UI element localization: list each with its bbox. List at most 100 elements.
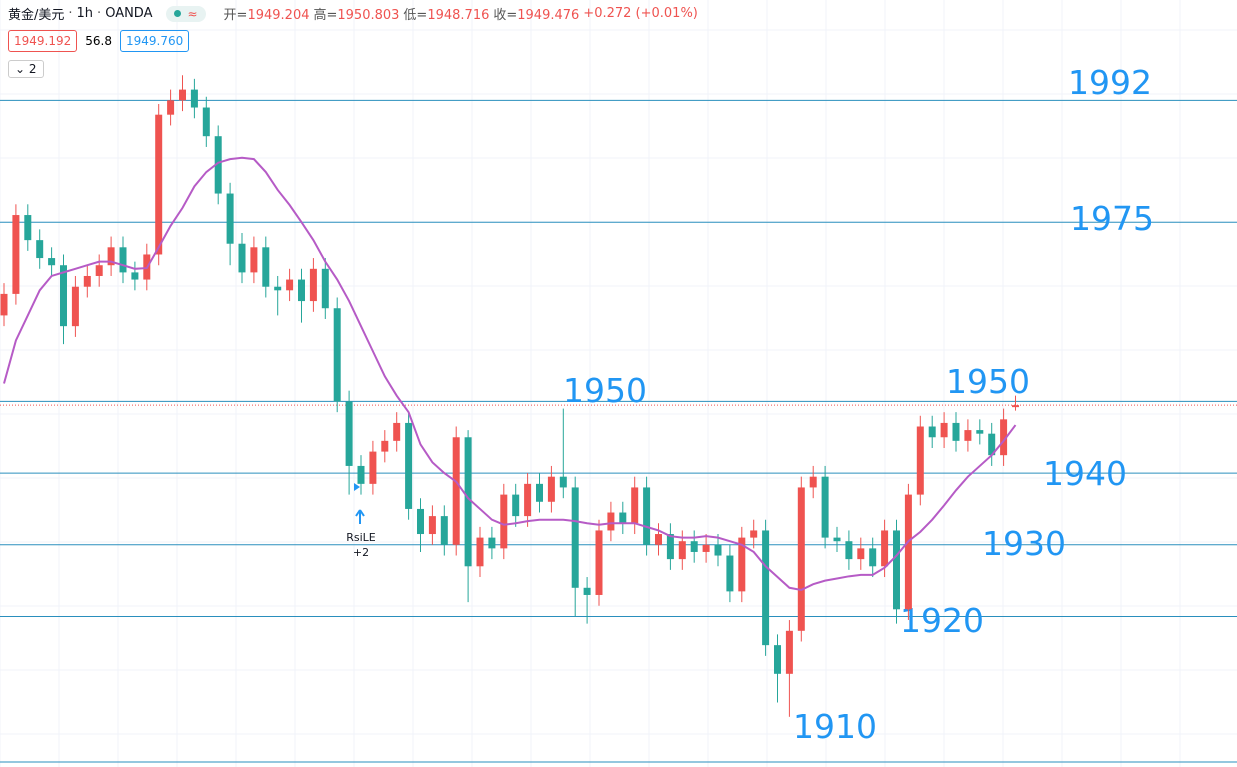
level-label: 1920: [900, 601, 984, 640]
ohlc-item: 高=1950.803: [313, 4, 399, 23]
level-label: 1940: [1043, 454, 1127, 493]
level-label: 1950: [946, 362, 1030, 401]
ohlc: 开=1949.204 高=1950.803 低=1948.716 收=1949.476: [224, 4, 580, 23]
candle-body: [357, 465, 365, 484]
quote-row: 1949.192 56.8 1949.760: [8, 30, 190, 52]
signal-label: +2: [353, 546, 369, 559]
candle-body: [547, 476, 555, 502]
candle-body: [71, 286, 79, 327]
candle-body: [226, 193, 234, 244]
interval: 1h: [76, 6, 94, 21]
candle-body: [952, 422, 960, 441]
ohlc-label: 开=: [223, 8, 248, 23]
moving-average: [3, 156, 1017, 591]
price-label: 1950: [563, 371, 647, 410]
candle-body: [95, 265, 103, 276]
ohlc-label: 高=: [313, 8, 338, 23]
signal-flag: [354, 483, 360, 491]
candle-body: [333, 308, 341, 402]
candle-body: [440, 516, 448, 545]
dot: [174, 10, 182, 17]
candle-body: [107, 247, 115, 266]
candle-body: [845, 541, 853, 560]
candle-body: [726, 555, 734, 592]
candle-body: [202, 107, 210, 137]
candle-body: [83, 275, 91, 287]
candle-body: [298, 279, 305, 302]
candle-body: [964, 430, 972, 441]
candle-body: [833, 537, 841, 542]
status-pill[interactable]: ≈: [166, 5, 206, 22]
candle-body: [785, 630, 793, 674]
candle-body: [119, 247, 127, 273]
level-label: 1930: [982, 524, 1066, 563]
candle-body: [417, 508, 424, 535]
candle-body: [309, 268, 317, 302]
candle-body: [536, 483, 543, 502]
signal-name: RsiLE: [346, 531, 376, 544]
candle-body: [500, 494, 508, 549]
header: 黄金/美元 · 1h · OANDA ≈ 开=1949.204 高=1950.803 低…: [8, 4, 698, 23]
candle-body: [643, 487, 651, 545]
ask[interactable]: 1949.760: [119, 30, 190, 52]
sep: ·: [68, 6, 73, 21]
spread: 56.8: [85, 34, 112, 48]
candle-body: [393, 422, 401, 441]
candle-body: [131, 272, 139, 280]
candle-body: [286, 279, 294, 291]
candle-body: [452, 437, 460, 545]
candle-body: [940, 422, 948, 438]
candle-body: [619, 512, 627, 524]
candle-body: [405, 422, 413, 509]
ohlc-value: 1950.803: [337, 8, 400, 23]
candle-body: [1000, 419, 1008, 456]
ohlc-item: 收=1949.476: [493, 4, 579, 23]
ohlc-value: 1949.204: [247, 8, 310, 23]
ohlc-item: 低=1948.716: [403, 4, 489, 23]
candle-body: [738, 537, 746, 592]
indicator-toggle[interactable]: ⌄ 2: [8, 60, 44, 78]
candle-body: [690, 541, 698, 552]
candle-body: [714, 544, 722, 556]
candle-body: [928, 426, 936, 438]
candle-body: [821, 476, 829, 538]
candle-body: [655, 534, 662, 545]
bid[interactable]: 1949.192: [8, 30, 78, 52]
candle-body: [666, 534, 674, 560]
candle-body: [167, 100, 175, 115]
ohlc-value: 1948.716: [427, 8, 490, 23]
candle-body: [809, 476, 817, 488]
price-label: 1910: [793, 707, 877, 746]
candle-body: [1012, 405, 1019, 408]
candle-body: [904, 494, 912, 610]
signal-arrow: [355, 509, 365, 524]
candle-body: [988, 433, 996, 456]
candle-body: [179, 89, 186, 101]
candle-body: [595, 530, 603, 595]
source: OANDA: [105, 6, 153, 21]
candle-body: [916, 426, 924, 495]
candle-body: [881, 530, 889, 567]
candle-body: [797, 487, 805, 631]
candle-body: [488, 537, 496, 549]
candle-body: [893, 530, 900, 610]
candle-body: [0, 293, 8, 316]
level-label: 1992: [1068, 63, 1152, 102]
ohlc-value: 1949.476: [517, 8, 580, 23]
candle-body: [607, 512, 615, 531]
candle-body: [869, 548, 877, 567]
candle-body: [12, 215, 20, 294]
candle-body: [24, 215, 32, 241]
candle-body: [369, 451, 377, 484]
candle-body: [702, 544, 710, 552]
candle-body: [750, 530, 758, 538]
ohlc-item: 开=1949.204: [224, 4, 310, 23]
candle-body: [214, 136, 222, 194]
candle-body: [36, 240, 44, 259]
candle-body: [524, 483, 532, 517]
candle-body: [250, 247, 258, 273]
candle-body: [583, 587, 591, 595]
indicator-count: 2: [28, 62, 37, 76]
candle-body: [476, 537, 484, 567]
